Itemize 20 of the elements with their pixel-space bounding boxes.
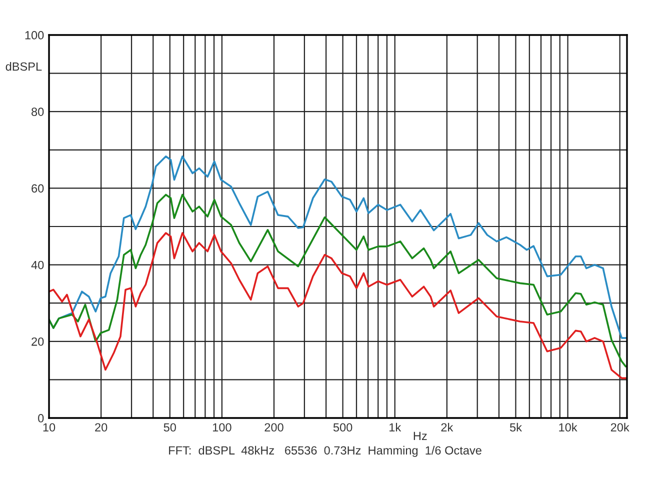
x-tick-label: 5k [510,422,522,432]
y-axis-title: dBSPL [6,62,42,71]
x-tick-label: 100 [212,423,232,432]
y-tick-label: 40 [31,260,44,270]
x-tick-label: 10 [43,423,56,432]
y-tick-label: 20 [32,337,44,346]
x-tick-label: 2k [441,422,454,432]
x-tick-label: 20k [610,422,630,432]
x-tick-label: 200 [264,423,284,432]
x-tick-label: 1k [390,422,402,432]
y-tick-label: 60 [32,184,44,193]
y-tick-label: 100 [25,31,44,40]
x-axis-title: Hz [414,432,427,440]
x-tick-label: 10k [559,422,578,432]
x-tick-label: 20 [95,423,108,432]
text: FFT: dBSPL 48kHz 65536 0.73Hz Hamming 1/6 Octave [169,446,482,457]
y-tick-label: 0 [38,414,44,422]
y-tick-label: 80 [32,108,44,116]
x-tick-label: 50 [164,423,176,432]
x-tick-label: 500 [333,423,352,432]
